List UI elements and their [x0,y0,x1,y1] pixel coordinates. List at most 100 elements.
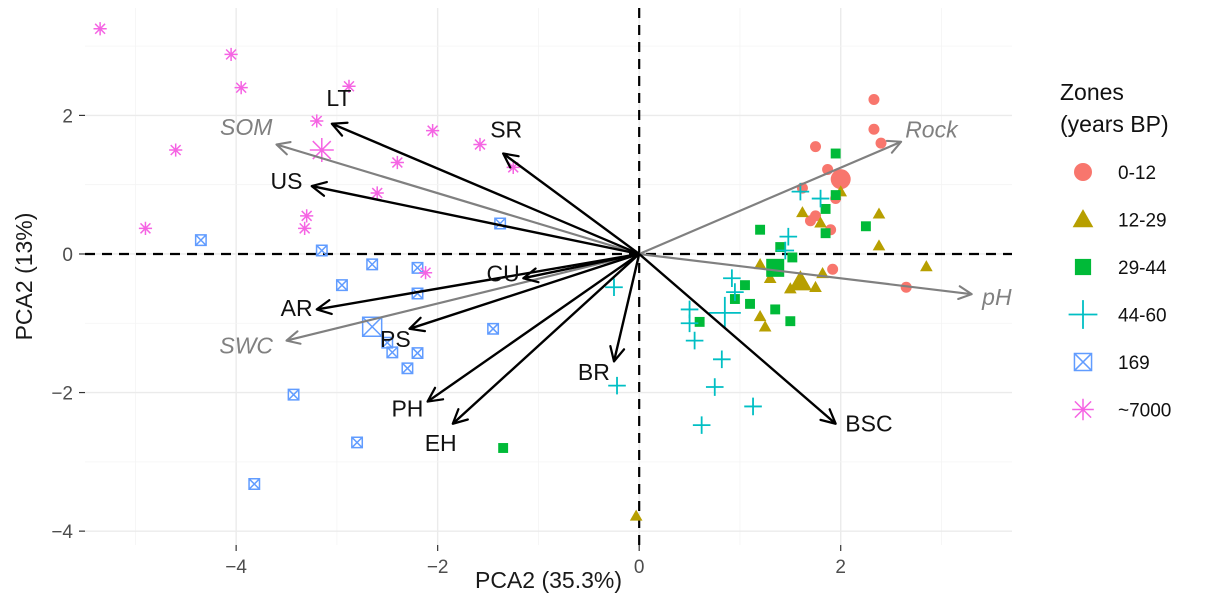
loading-vector-label: AR [281,295,313,321]
series-2944-point [694,316,705,327]
series-4460-point [776,241,795,260]
legend-key-169 [1073,352,1093,372]
series-012-point [868,93,880,105]
loading-vector-ar [315,252,640,316]
series-169-point [287,388,300,401]
loading-vector-label: US [271,168,303,194]
loading-vector-lt [330,121,640,256]
series-012-point [810,141,822,153]
legend-key-7000 [1072,398,1094,421]
loading-vector-br [609,253,641,363]
series-7000-point-centroid [309,138,334,163]
legend-label: 12-29 [1118,211,1167,232]
series-4460-point [723,269,741,288]
env-vector-rock [638,139,903,255]
legend-key-2944 [1074,258,1092,276]
series-2944-point [820,203,831,214]
series-2944-point [745,298,755,309]
series-2944-point [820,228,831,239]
env-vector-label: SWC [219,332,273,358]
series-1229-point [763,271,777,283]
legend-label: 0-12 [1118,163,1156,184]
loading-vector-bsc [638,253,837,425]
series-7000-point [169,143,183,157]
series-1229-point [814,216,827,228]
environmental-vectors [275,139,973,345]
loading-vector-label: BR [578,359,610,385]
series-4460-point [685,331,704,350]
axis-ticks: −4 −2 0 2 −4 −2 0 2 [51,106,846,578]
series-012-point [875,137,887,149]
series-4460-point [779,227,798,246]
x-axis-title: PCA2 (35.3%) [475,567,622,593]
loading-vector-label: PH [391,395,423,421]
legend-key-1229 [1072,209,1094,228]
series-7000-point [93,22,107,36]
series-1229-point [872,207,886,219]
series-012-point [868,123,880,135]
series-4460-point [605,278,623,297]
series-2944-point [755,224,766,235]
loading-vector-label: CU [487,260,520,286]
series-169-point [401,362,414,375]
legend-title-line: (years BP) [1060,111,1169,137]
series-012-point [827,263,839,275]
series-169-point [386,346,399,359]
series-4460-point [705,378,724,396]
y-tick-label: −2 [51,384,73,405]
loading-vector-label: BSC [845,411,892,437]
env-vector-label: pH [981,284,1012,310]
zero-reference-lines [85,8,1012,545]
loading-vector-label: EH [425,430,457,456]
series-2944-point [740,280,750,291]
series-1229-point [809,280,822,292]
series-7000-point [473,137,487,152]
series-7000-point [224,47,238,62]
series-4460-point [811,189,830,208]
x-tick-label: 0 [634,557,645,578]
series-4460-point [726,283,744,301]
series-7000-point [506,160,520,174]
series-7000-point [298,221,312,235]
series-7000-point [426,124,440,138]
series-7000-point [138,221,153,235]
env-vector-label: SOM [220,114,273,140]
series-4460-point [608,376,626,395]
series-169-point [194,234,207,247]
x-tick-label: −2 [427,557,449,578]
legend-label: 169 [1118,353,1150,374]
series-169-point [411,287,424,300]
loading-vector-label: PS [380,326,411,352]
series-2944-point [775,242,786,253]
series-1229-point [872,239,886,251]
series-2944-point [770,304,781,315]
series-1229-point [796,206,809,218]
legend: Zones (years BP) 0-12 12-29 29-44 44-60 169 ~70… [1060,79,1171,422]
series-169-point [335,279,348,292]
y-tick-label: 0 [62,245,73,266]
series-169-point [366,258,379,271]
env-vector-som [275,141,640,256]
legend-title-line: Zones [1060,79,1124,105]
sample-points [93,22,933,521]
env-vector-label: Rock [905,116,959,142]
series-4460-point [680,314,699,333]
loading-vector-ph [426,252,640,403]
series-169-point [411,347,424,360]
legend-label: ~7000 [1118,401,1171,422]
series-4460-point [713,350,731,369]
y-tick-label: 2 [62,106,73,127]
env-vector-ph [639,252,973,301]
series-2944-point [787,252,798,263]
series-7000-point [300,209,314,223]
series-2944-point [785,316,796,327]
series-7000-point [390,155,404,170]
series-2944-point [830,148,841,159]
y-tick-label: −4 [51,522,73,543]
series-012-point-centroid [830,169,851,190]
series-1229-point [753,310,767,322]
series-169-point [248,478,261,490]
legend-label: 44-60 [1118,306,1167,327]
